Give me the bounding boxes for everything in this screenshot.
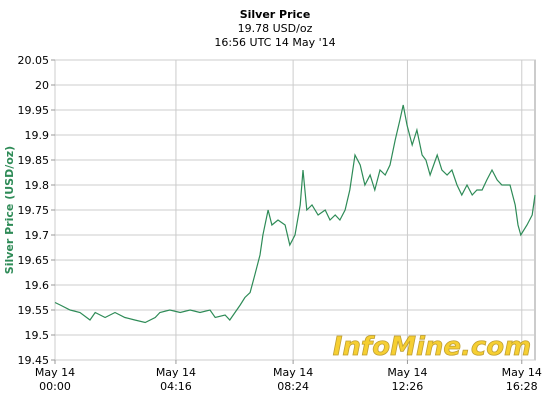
y-axis-label: Silver Price (USD/oz) bbox=[3, 146, 16, 274]
watermark: InfoMine.com bbox=[333, 332, 532, 362]
x-tick-label: May 14 08:24 bbox=[272, 366, 314, 393]
price-line bbox=[54, 104, 536, 324]
chart-subtitle: 19.78 USD/oz bbox=[238, 22, 313, 35]
y-tick-label: 19.55 bbox=[18, 304, 50, 317]
y-tick-label: 19.9 bbox=[25, 129, 50, 142]
y-tick-label: 19.65 bbox=[18, 254, 50, 267]
y-tick-label: 19.8 bbox=[25, 179, 50, 192]
x-tick-label: May 14 12:26 bbox=[387, 366, 428, 393]
y-tick-label: 19.85 bbox=[18, 154, 50, 167]
y-tick-label: 20 bbox=[35, 79, 49, 92]
y-tick-label: 19.95 bbox=[18, 104, 50, 117]
chart-title: Silver Price bbox=[240, 8, 311, 21]
x-tick-label: May 14 04:16 bbox=[155, 366, 197, 393]
y-tick-label: 20.05 bbox=[18, 54, 50, 67]
y-tick-label: 19.45 bbox=[18, 354, 50, 367]
y-tick-label: 19.6 bbox=[25, 279, 50, 292]
x-tick-label: May 14 16:28 bbox=[501, 366, 542, 393]
y-tick-label: 19.5 bbox=[25, 329, 50, 342]
timestamp: 16:56 UTC 14 May '14 bbox=[214, 36, 335, 49]
y-tick-label: 19.7 bbox=[25, 229, 50, 242]
x-tick-label: May 14 00:00 bbox=[34, 366, 76, 393]
y-tick-label: 19.75 bbox=[18, 204, 50, 217]
